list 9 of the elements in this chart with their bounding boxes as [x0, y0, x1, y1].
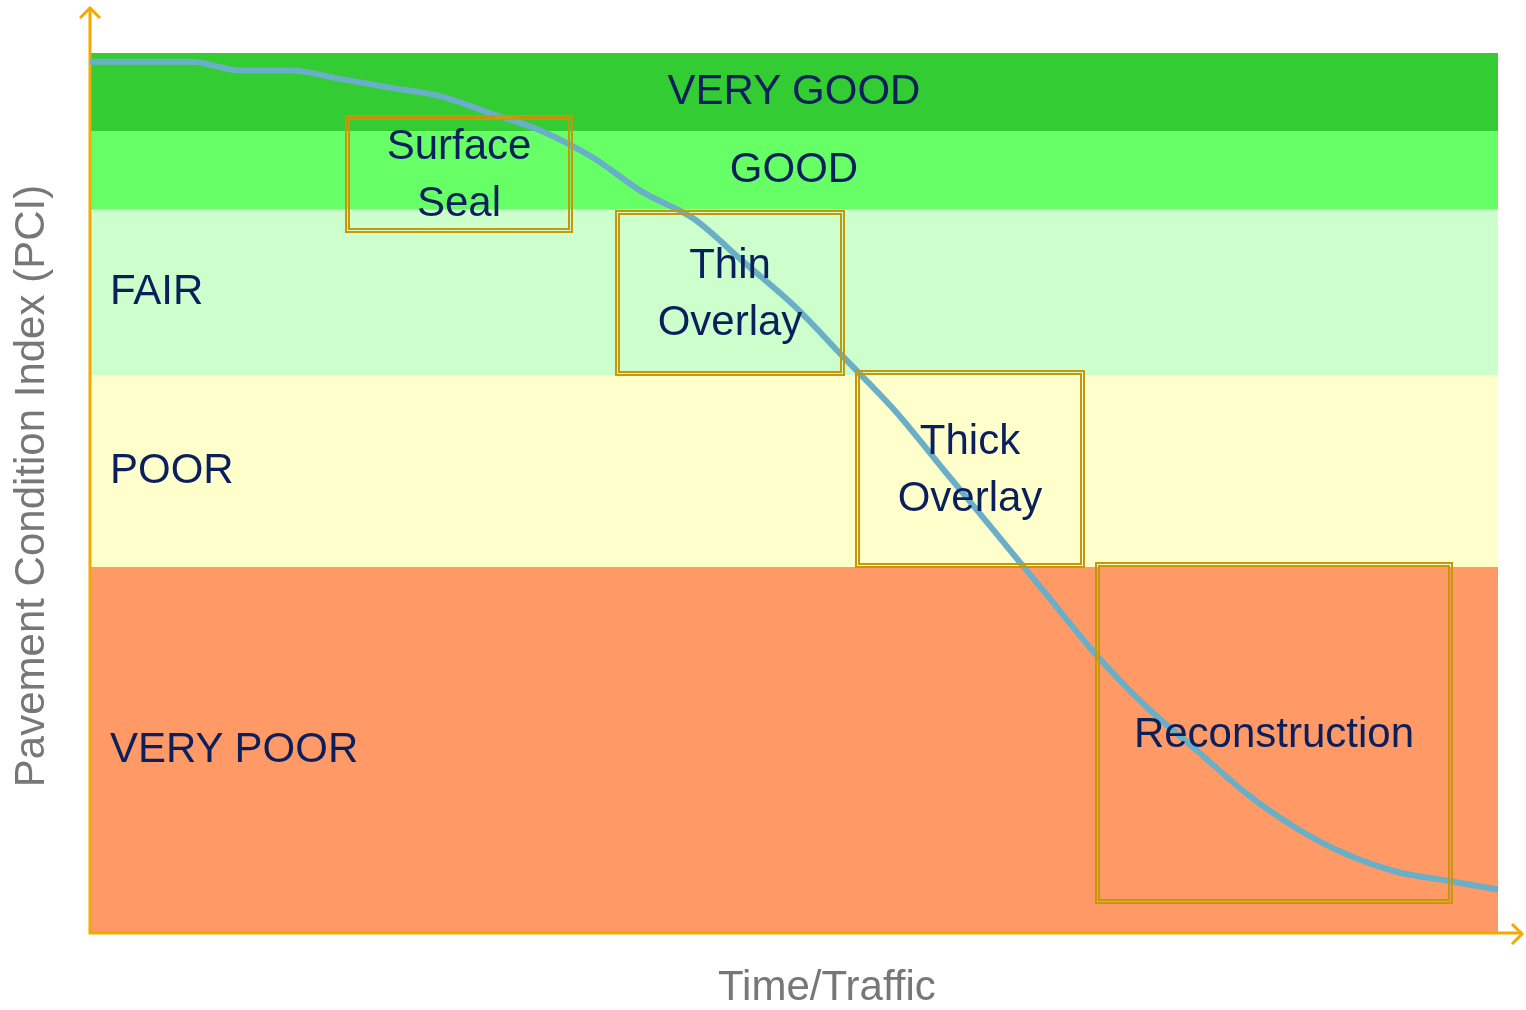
band-label: VERY GOOD [667, 65, 921, 113]
y-axis-title: Pavement Condition Index (PCI) [6, 183, 54, 790]
band-label: GOOD [729, 144, 859, 192]
x-axis-title: Time/Traffic [718, 962, 936, 1010]
band-label: VERY POOR [110, 723, 359, 771]
band-label: FAIR [110, 266, 204, 314]
text-box: Surface Seal [345, 115, 573, 233]
text-box: Thin Overlay [615, 210, 845, 376]
band-label: POOR [110, 444, 234, 492]
